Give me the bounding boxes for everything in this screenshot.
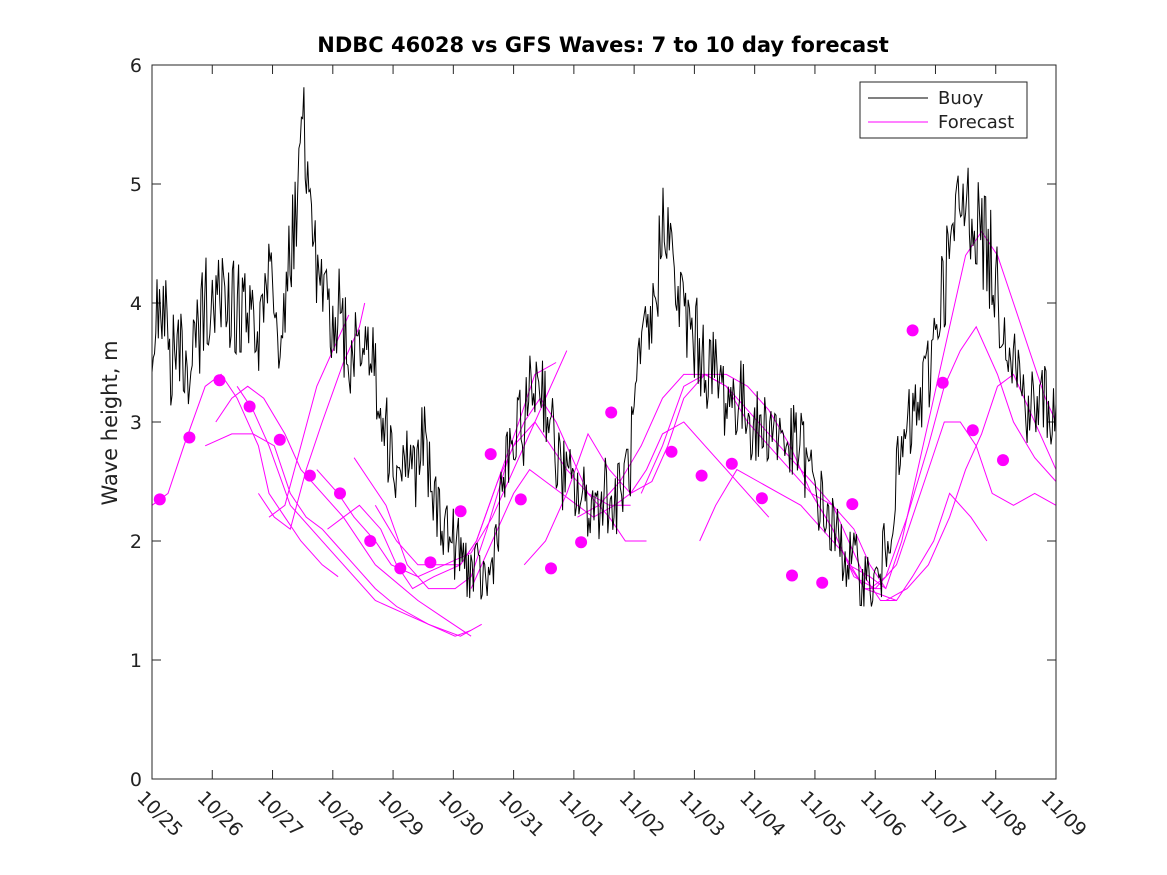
forecast-series-line-15 [810, 421, 1057, 590]
legend: Buoy Forecast [859, 81, 1028, 139]
forecast-marker-0 [153, 493, 166, 506]
y-tick-label: 2 [130, 531, 142, 553]
forecast-marker-16 [665, 445, 678, 458]
y-tick-label: 5 [130, 174, 142, 196]
legend-box [859, 81, 1028, 139]
forecast-marker-9 [424, 556, 437, 569]
y-tick-labels: 0 1 2 3 4 5 6 [130, 55, 142, 791]
forecast-marker-15 [605, 406, 618, 419]
chart-title: NDBC 46028 vs GFS Waves: 7 to 10 day for… [317, 33, 888, 57]
forecast-series-line-16 [848, 230, 1057, 590]
forecast-series-line-0 [151, 373, 339, 578]
forecast-series-line-17 [869, 325, 1057, 590]
forecast-series-line-5 [268, 314, 350, 518]
forecast-marker-18 [725, 457, 738, 470]
forecast-marker-25 [966, 424, 979, 437]
forecast-marker-2 [213, 374, 226, 387]
forecast-marker-4 [273, 433, 286, 446]
forecast-marker-17 [695, 469, 708, 482]
buoy-series-line [151, 87, 1057, 607]
legend-buoy-label: Buoy [938, 88, 984, 109]
y-tick-label: 6 [130, 55, 142, 77]
forecast-marker-13 [545, 562, 557, 575]
forecast-marker-21 [816, 576, 829, 589]
y-tick-label: 0 [130, 769, 142, 791]
forecast-series-line-14 [699, 468, 988, 602]
forecast-series-line-7 [327, 362, 557, 590]
forecast-series-line-1 [204, 433, 472, 637]
forecast-marker-11 [484, 448, 497, 461]
forecast-marker-6 [334, 487, 346, 500]
forecast-marker-3 [243, 400, 256, 413]
forecast-marker-12 [514, 493, 527, 506]
forecast-marker-7 [364, 535, 377, 547]
y-tick-label: 3 [130, 412, 142, 434]
forecast-series-line-8 [353, 397, 631, 590]
y-tick-label: 4 [130, 293, 142, 315]
forecast-series-line-13 [640, 373, 897, 601]
y-tick-label: 1 [130, 650, 142, 672]
forecast-series-line-18 [885, 373, 1057, 601]
forecast-marker-1 [183, 431, 196, 444]
forecast-marker-5 [303, 469, 316, 482]
plot-area [152, 65, 1056, 779]
forecast-marker-8 [394, 562, 407, 575]
forecast-marker-24 [936, 376, 949, 389]
forecast-markers-group [153, 324, 1009, 589]
forecast-marker-20 [786, 569, 798, 582]
forecast-series-line-3 [236, 386, 482, 637]
forecast-marker-14 [575, 536, 588, 549]
plot-frame [151, 64, 1057, 780]
forecast-series-line-2 [215, 385, 472, 637]
y-axis-label: Wave height, m [98, 340, 122, 505]
forecast-marker-26 [997, 454, 1009, 467]
forecast-marker-22 [846, 498, 859, 511]
legend-forecast-label: Forecast [938, 112, 1014, 133]
forecast-marker-23 [906, 324, 919, 337]
forecast-marker-10 [454, 505, 467, 518]
forecast-marker-19 [755, 492, 768, 505]
axis-ticks [151, 64, 1057, 780]
